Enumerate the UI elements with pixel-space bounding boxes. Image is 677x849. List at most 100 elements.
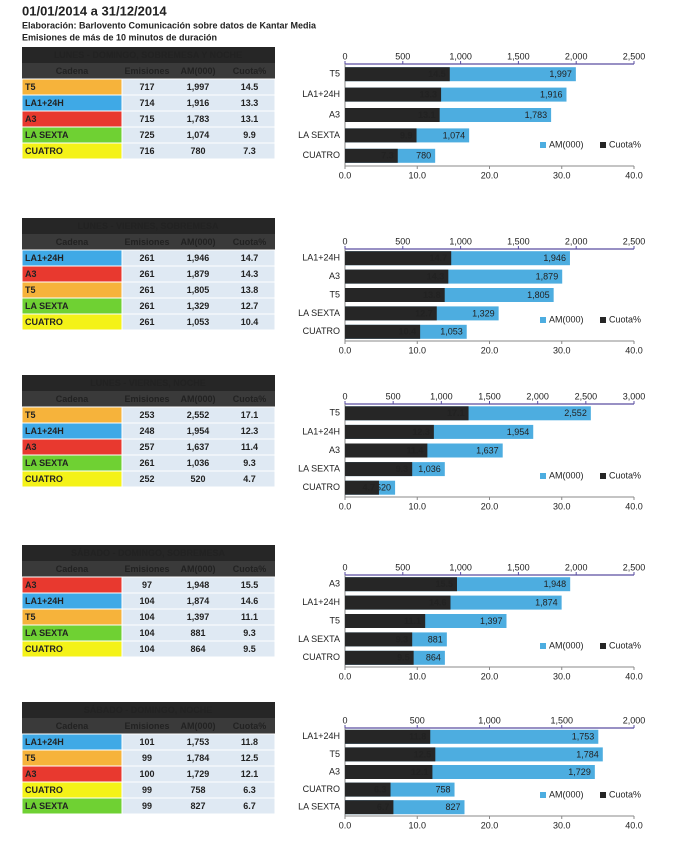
x-tick-label: 10.0 [408,501,426,511]
table-cell: 248 [139,426,154,436]
x2-tick-label: 2,000 [526,391,549,401]
category-label: LA SEXTA [298,463,340,473]
table-header-row [22,561,275,577]
legend-swatch [540,142,546,148]
table-cell: 99 [142,801,152,811]
table-cell: 99 [142,753,152,763]
data-label: 1,946 [543,253,566,263]
column-header: Cuota% [233,394,267,404]
x2-tick-label: 2,500 [575,391,598,401]
data-label: 2,552 [564,408,587,418]
table-cell: LA SEXTA [25,130,69,140]
x2-tick-label: 1,500 [507,562,530,572]
x2-tick-label: 500 [395,562,410,572]
data-label: 9.9 [400,130,413,140]
column-header: Cadena [56,564,90,574]
category-label: A3 [329,109,340,119]
legend-label: AM(000) [549,789,584,799]
legend-swatch [540,792,546,798]
legend-label: Cuota% [609,470,641,480]
x-tick-label: 0.0 [339,170,352,180]
x-tick-label: 20.0 [481,501,499,511]
data-label: 12.7 [415,308,433,318]
column-header: Cadena [56,394,90,404]
bar [345,67,450,82]
column-header: Cuota% [233,564,267,574]
bar [345,148,398,163]
table-cell: 101 [139,737,154,747]
x2-tick-label: 0 [342,236,347,246]
table-cell: 1,397 [187,612,210,622]
category-label: LA SEXTA [298,308,340,318]
column-header: Cuota% [233,721,267,731]
column-header: AM(000) [180,564,215,574]
category-label: LA SEXTA [298,130,340,140]
data-label: 11.1 [404,616,421,626]
table-cell: LA1+24H [25,426,64,436]
x2-tick-label: 500 [410,715,425,725]
table-cell: A3 [25,269,37,279]
x-tick-label: 30.0 [553,345,571,355]
bar [345,614,426,628]
data-label: 15.5 [435,579,453,589]
column-header: AM(000) [180,237,215,247]
data-label: 9.3 [396,634,409,644]
category-label: CUATRO [303,784,340,794]
x2-tick-label: 2,000 [565,51,588,61]
category-label: A3 [329,766,340,776]
bar [345,595,451,610]
data-label: 1,729 [568,767,591,777]
table-cell-bg [21,438,123,456]
category-label: T5 [329,69,340,79]
data-label: 1,874 [535,597,558,607]
table-cell: 261 [139,301,154,311]
table-cell: LA SEXTA [25,301,69,311]
data-label: 11.8 [409,732,426,742]
x-tick-label: 40.0 [625,671,643,681]
x-tick-label: 0.0 [339,820,352,830]
table-cell: T5 [25,410,36,420]
bar [345,251,452,266]
category-label: LA1+24H [302,89,340,99]
bar [345,577,457,592]
table-cell: 520 [190,474,205,484]
data-label: 864 [426,653,441,663]
table-cell: 717 [139,82,154,92]
data-label: 13.3 [420,89,438,99]
table-cell: 881 [190,628,205,638]
table-cell: 1,729 [187,769,210,779]
table-cell: CUATRO [25,474,63,484]
bar [345,765,433,779]
column-header: Emisiones [124,237,169,247]
x2-tick-label: 1,500 [478,391,501,401]
category-label: CUATRO [303,150,340,160]
category-label: A3 [329,271,340,281]
data-label: 13.8 [423,290,441,300]
table-title: SÁBADO - DOMINGO, NOCHE [84,705,213,715]
table-cell: 9.9 [243,130,256,140]
x-tick-label: 30.0 [553,820,571,830]
category-label: LA SEXTA [298,802,340,812]
x-tick-label: 0.0 [339,671,352,681]
table-cell: T5 [25,82,36,92]
legend-label: AM(000) [549,470,584,480]
table-cell: 1,805 [187,285,210,295]
table-cell-bg [21,749,123,767]
data-label: 12.3 [412,427,430,437]
table-title: SÁBADO - DOMINGO, SOBREMESA [71,548,226,558]
column-header: Emisiones [124,66,169,76]
bar [345,128,417,143]
table-cell: 261 [139,285,154,295]
table-cell: 1,874 [187,596,210,606]
bar [345,406,469,421]
bar [345,108,440,122]
data-label: 1,397 [480,616,503,626]
category-label: T5 [329,408,340,418]
bar [345,306,437,321]
table-cell: 261 [139,317,154,327]
table-cell: 715 [139,114,154,124]
x2-tick-label: 2,500 [623,51,646,61]
data-label: 1,879 [536,271,559,281]
subtitle: Elaboración: Barlovento Comunicación sob… [22,20,317,30]
category-label: CUATRO [303,326,340,336]
